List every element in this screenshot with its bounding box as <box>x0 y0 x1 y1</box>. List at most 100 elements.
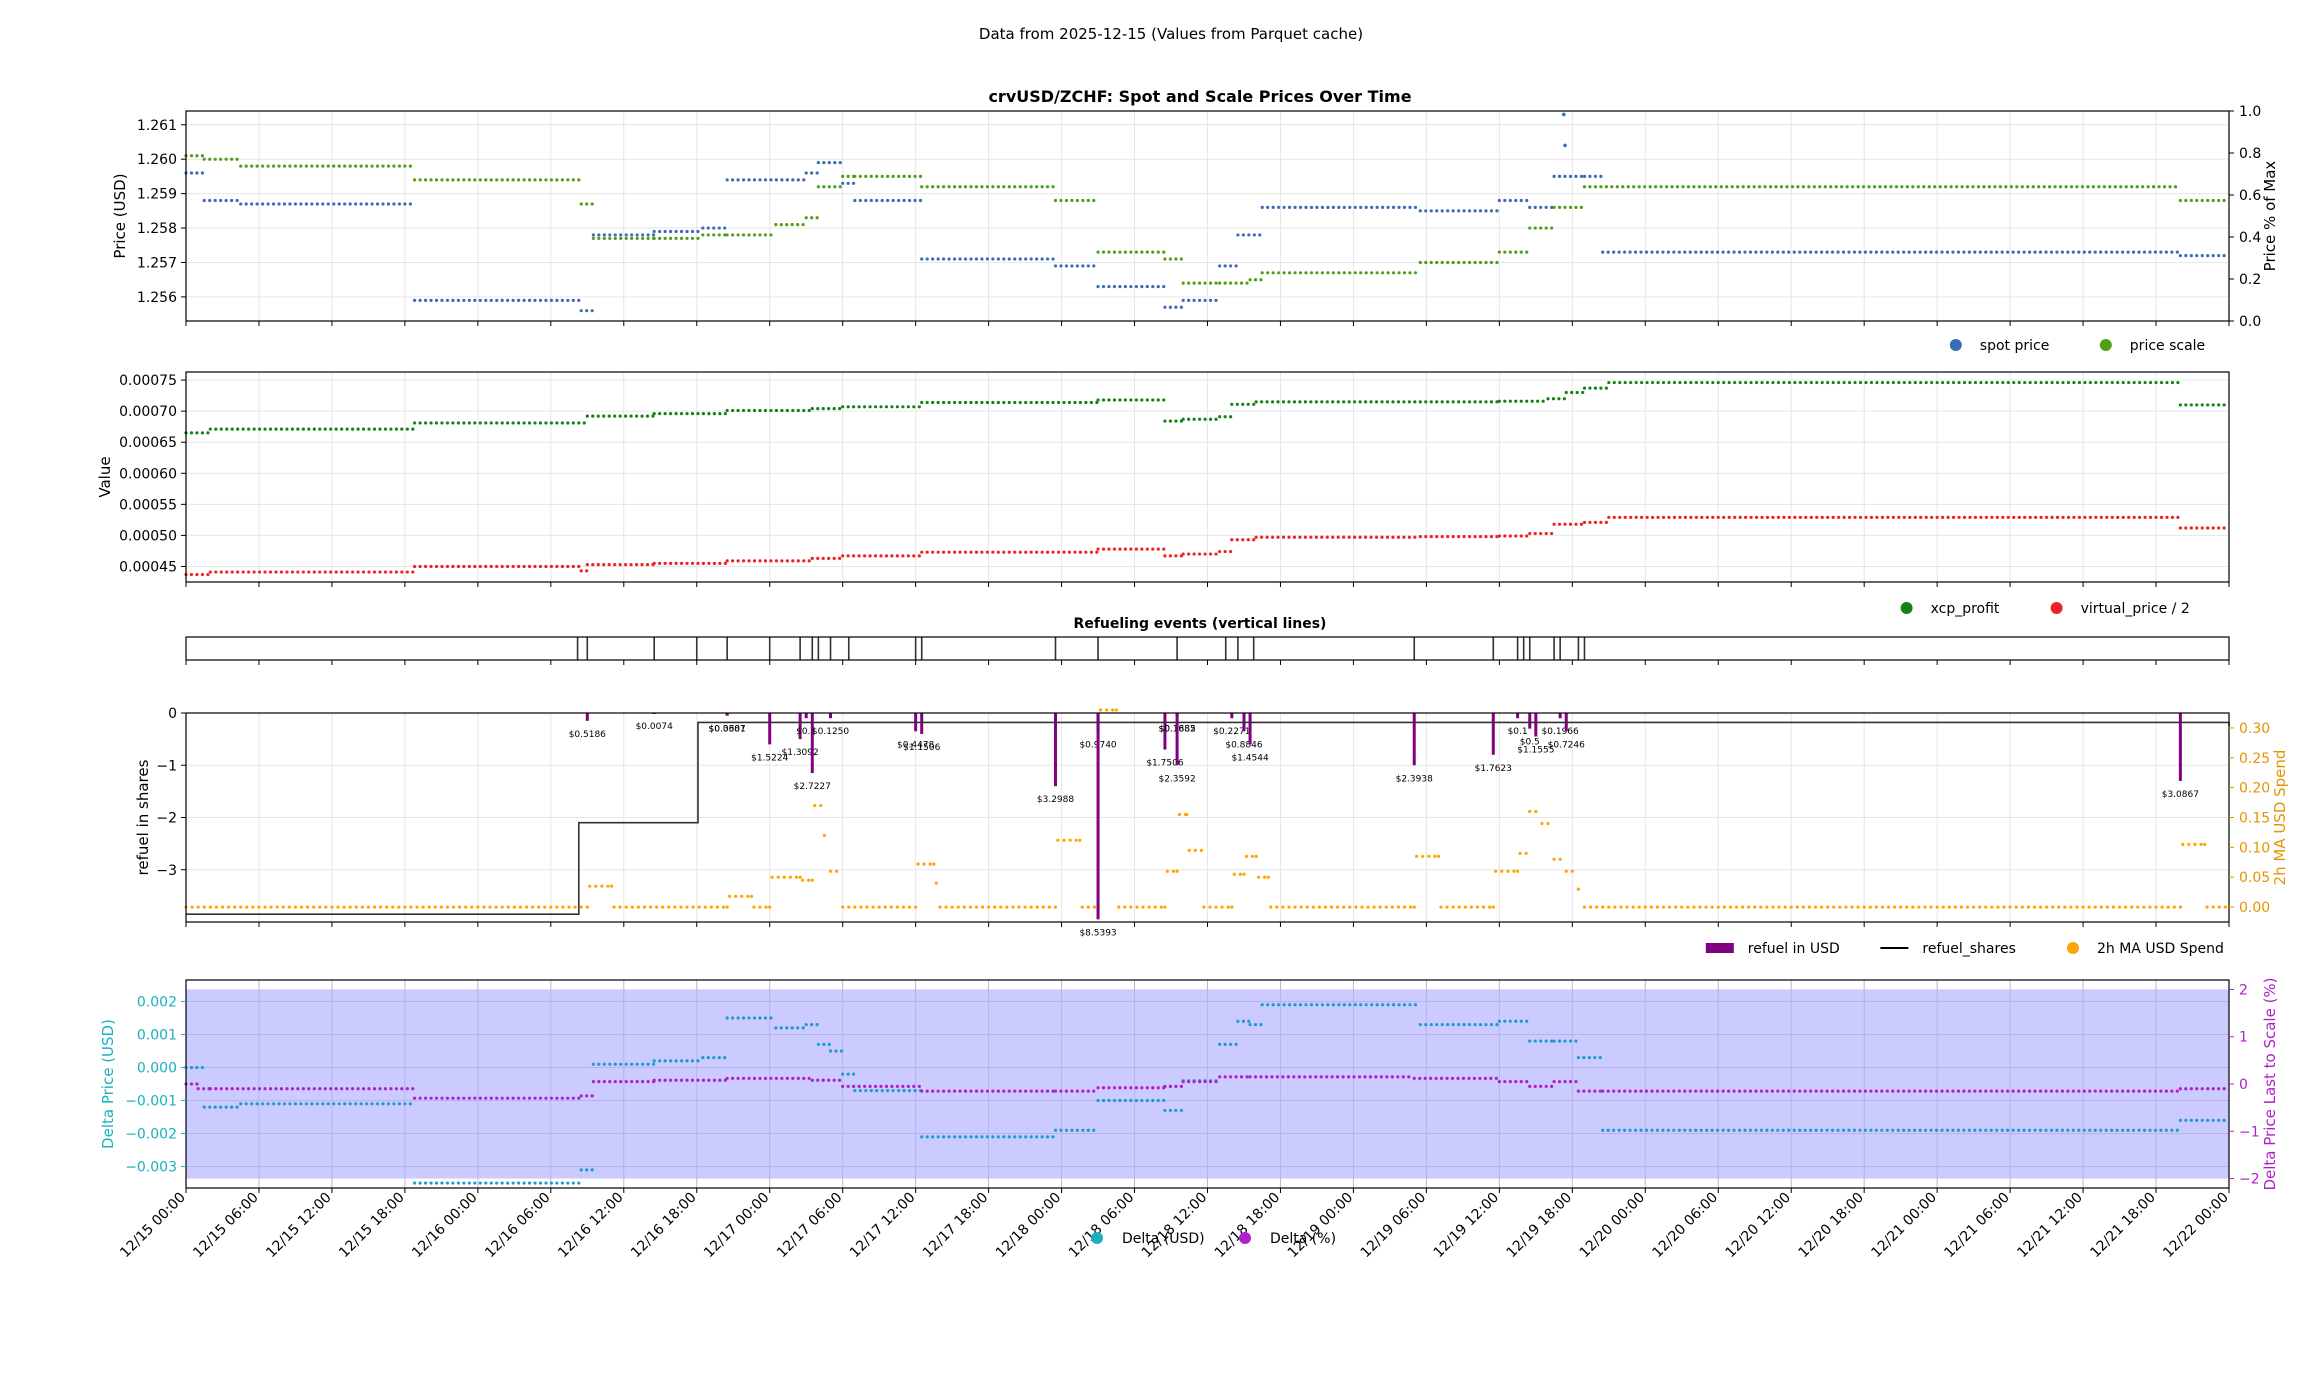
xcp-profit-point <box>1557 397 1561 401</box>
virtual-price-point <box>1787 515 1791 519</box>
virtual-price-point <box>2055 515 2060 519</box>
delta-usd-point <box>2099 1128 2103 1132</box>
refuel-bar-label: $2.3592 <box>1158 774 1195 784</box>
price-scale-point <box>1370 271 1374 275</box>
xcp-profit-point <box>1446 400 1450 404</box>
xcp-profit-point <box>506 421 510 425</box>
spot-price-point <box>1342 205 1346 209</box>
delta-pct-point <box>741 1076 746 1080</box>
virtual-price-point <box>723 561 727 565</box>
spot-price-point <box>392 202 396 206</box>
xcp-profit-point <box>841 405 845 409</box>
virtual-price-point <box>318 570 322 574</box>
xcp-profit-point <box>1891 380 1895 385</box>
price-scale-point <box>1938 185 1942 189</box>
refuel-bar-label: $0.3381 <box>709 725 746 735</box>
ma-spend-point <box>1753 905 1757 909</box>
spot-price-point <box>381 202 385 206</box>
price-scale-point <box>1457 260 1461 265</box>
price-scale-point <box>1168 257 1173 261</box>
spot-price-point <box>1397 205 1401 209</box>
delta-usd-point <box>445 1181 450 1185</box>
virtual-price-point <box>219 570 223 574</box>
refuel-bar <box>1491 713 1495 755</box>
spot-price-point <box>1013 257 1017 261</box>
xcp-profit-point <box>846 405 850 409</box>
spot-price-point <box>2115 250 2119 254</box>
xcp-profit-point <box>1374 400 1379 404</box>
virtual-price-point <box>690 561 695 565</box>
ma-spend-point <box>1765 905 1769 909</box>
delta-usd-point <box>886 1089 890 1093</box>
y2-tick-label: 0.25 <box>2239 751 2270 767</box>
delta-usd-point <box>1765 1128 1769 1132</box>
spot-price-point <box>293 202 298 206</box>
xcp-profit-point <box>696 412 700 416</box>
price-scale-point <box>1064 198 1069 203</box>
spot-price-point <box>2006 250 2010 254</box>
xcp-profit-point <box>1018 400 1022 405</box>
price-scale-point <box>2102 185 2106 189</box>
delta-pct-point <box>506 1096 510 1100</box>
spot-price-point <box>315 202 319 206</box>
price-scale-point <box>1342 271 1346 275</box>
delta-usd-point <box>1408 1003 1412 1007</box>
delta-pct-point <box>405 1087 409 1091</box>
price-scale-point <box>958 185 962 189</box>
ma-spend-point <box>691 905 695 909</box>
ma-spend-point <box>372 905 377 909</box>
delta-usd-point <box>815 1022 819 1027</box>
xcp-profit-point <box>1440 400 1444 404</box>
delta-usd-point <box>1907 1128 1911 1132</box>
delta-pct-point <box>1013 1089 1017 1093</box>
xcp-profit-point <box>785 408 789 413</box>
delta-usd-point <box>897 1089 901 1093</box>
delta-usd-point <box>1002 1135 1006 1139</box>
delta-pct-point <box>1902 1089 1906 1093</box>
virtual-price-point <box>1045 550 1050 554</box>
delta-usd-point <box>1951 1128 1955 1132</box>
price-scale-point <box>1757 185 1762 189</box>
virtual-price-point <box>1640 515 1644 519</box>
spot-price-point <box>712 226 716 230</box>
spot-price-point <box>1544 205 1548 209</box>
spot-price-point <box>1623 250 1627 254</box>
delta-usd-point <box>200 1065 205 1070</box>
delta-usd-point <box>1528 1039 1532 1043</box>
xcp-profit-point <box>602 414 606 418</box>
ma-spend-point <box>275 905 279 909</box>
ma-spend-point <box>1564 869 1568 873</box>
ma-spend-point <box>1500 869 1504 873</box>
price-scale-point <box>1320 271 1325 275</box>
price-scale-point <box>1070 198 1074 203</box>
price-scale-point <box>2124 185 2128 189</box>
delta-pct-point <box>473 1096 477 1100</box>
xcp-profit-point <box>1760 380 1764 385</box>
ma-spend-point <box>1783 905 1787 909</box>
ma-spend-point <box>810 878 814 882</box>
spot-price-point <box>1934 250 1939 254</box>
delta-pct-point <box>608 1080 612 1084</box>
spot-price-point <box>1606 250 1610 254</box>
xcp-profit-point <box>1503 399 1507 403</box>
spot-price-point <box>685 229 689 234</box>
price-scale-point <box>1309 271 1314 275</box>
delta-usd-point <box>913 1089 917 1093</box>
price-scale-point <box>1905 185 1909 189</box>
price-scale-point <box>1550 226 1554 230</box>
refuel-bar-label: $0.1966 <box>1542 727 1579 737</box>
ma-spend-point <box>1354 905 1358 909</box>
price-scale-point <box>1364 271 1368 275</box>
delta-usd-point <box>1381 1003 1385 1007</box>
delta-usd-point <box>1896 1128 1900 1132</box>
delta-usd-point <box>337 1102 341 1106</box>
delta-usd-point <box>1514 1019 1518 1023</box>
price-scale-point <box>1234 281 1238 285</box>
ma-spend-point <box>2038 905 2043 909</box>
spot-price-point <box>1951 250 1955 254</box>
delta-pct-point <box>1035 1089 1039 1093</box>
virtual-price-point <box>634 563 639 567</box>
spot-price-point <box>354 202 358 206</box>
price-scale-point <box>613 236 617 240</box>
price-scale-point <box>418 178 422 182</box>
